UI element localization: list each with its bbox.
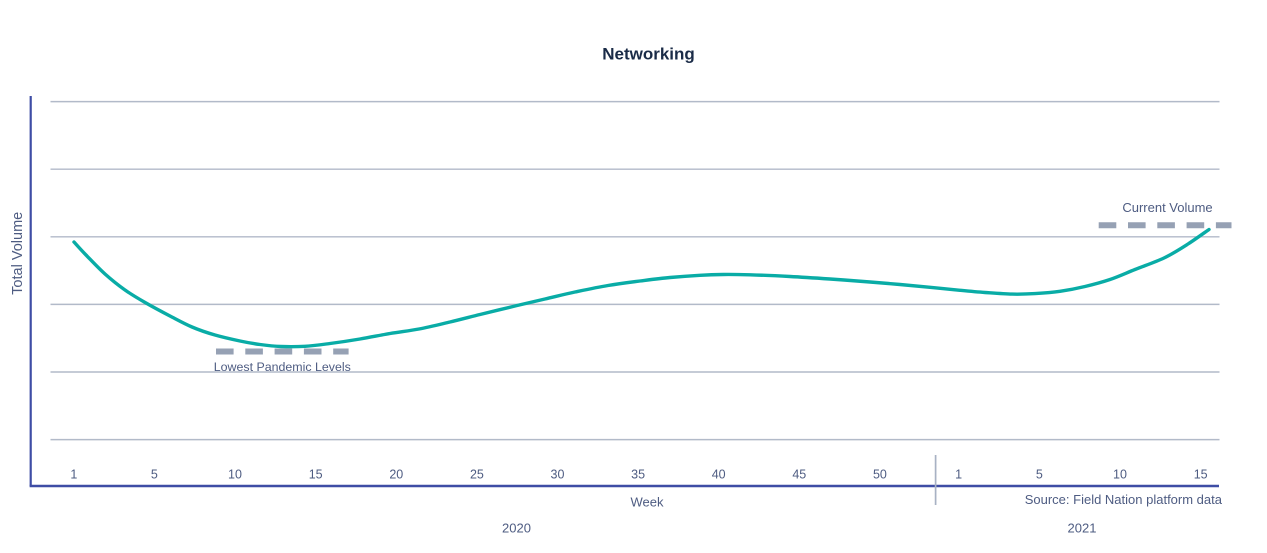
svg-text:5: 5: [1036, 468, 1043, 482]
svg-text:Networking: Networking: [602, 45, 695, 64]
svg-text:40: 40: [712, 468, 726, 482]
svg-text:2021: 2021: [1068, 520, 1097, 535]
svg-text:Total Volume: Total Volume: [10, 212, 26, 295]
svg-text:10: 10: [1113, 468, 1127, 482]
svg-text:1: 1: [70, 468, 77, 482]
svg-text:35: 35: [631, 468, 645, 482]
svg-text:5: 5: [151, 468, 158, 482]
svg-text:15: 15: [309, 468, 323, 482]
svg-text:10: 10: [228, 468, 242, 482]
svg-text:25: 25: [470, 468, 484, 482]
svg-text:45: 45: [792, 468, 806, 482]
svg-text:Current Volume: Current Volume: [1122, 200, 1212, 215]
svg-text:30: 30: [551, 468, 565, 482]
svg-text:1: 1: [955, 468, 962, 482]
svg-text:2020: 2020: [502, 521, 531, 536]
svg-text:20: 20: [389, 468, 403, 482]
svg-text:50: 50: [873, 468, 887, 482]
svg-text:Week: Week: [631, 494, 664, 509]
svg-text:Lowest Pandemic Levels: Lowest Pandemic Levels: [214, 360, 351, 374]
svg-text:Source: Field Nation platform: Source: Field Nation platform data: [1025, 492, 1223, 507]
svg-text:15: 15: [1194, 468, 1208, 482]
